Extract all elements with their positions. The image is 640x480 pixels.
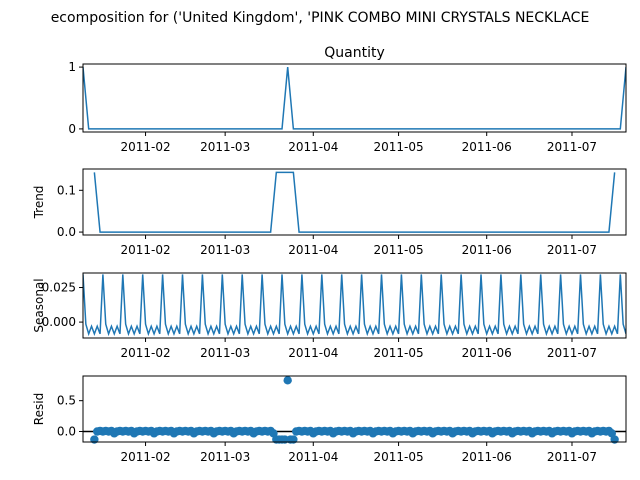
x-tick-label: 2011-05 <box>373 346 423 360</box>
panel-title: Quantity <box>324 45 385 61</box>
x-tick-label: 2011-05 <box>373 243 423 257</box>
series-line <box>83 67 626 130</box>
axes-frame <box>82 272 627 339</box>
y-tick-label: 0.0 <box>57 225 76 239</box>
x-tick-label: 2011-03 <box>200 243 250 257</box>
y-tick-label: 0.1 <box>57 183 76 197</box>
x-tick-label: 2011-03 <box>200 346 250 360</box>
y-tick-label: 0 <box>68 122 76 136</box>
y-axis-label: Trend <box>32 186 46 220</box>
x-tick-label: 2011-06 <box>462 346 512 360</box>
panel-observed: Quantity 0 1 2011-02 2011-03 2011-04 2011-05 20… <box>68 45 627 154</box>
y-tick-label: 1 <box>68 60 76 74</box>
x-tick-label: 2011-06 <box>462 243 512 257</box>
x-tick-label: 2011-05 <box>373 450 423 464</box>
panels-group: Quantity 0 1 2011-02 2011-03 2011-04 2011-05 20… <box>32 45 627 464</box>
x-tick-label: 2011-07 <box>547 140 597 154</box>
axes-frame <box>82 63 627 133</box>
x-tick-label: 2011-05 <box>373 140 423 154</box>
axes-frame <box>82 375 627 443</box>
x-tick-label: 2011-03 <box>200 140 250 154</box>
x-tick-label: 2011-07 <box>547 346 597 360</box>
y-axis-label: Resid <box>32 393 46 425</box>
x-tick-label: 2011-04 <box>288 243 338 257</box>
resid-point <box>283 376 292 385</box>
y-tick-label: 0.5 <box>57 394 76 408</box>
y-tick-label: 0.000 <box>42 315 76 329</box>
y-axis-label: Seasonal <box>32 278 46 332</box>
x-tick-label: 2011-02 <box>120 346 170 360</box>
x-tick-label: 2011-06 <box>462 450 512 464</box>
x-tick-label: 2011-07 <box>547 450 597 464</box>
x-tick-label: 2011-03 <box>200 450 250 464</box>
x-tick-label: 2011-02 <box>120 140 170 154</box>
y-tick-label: 0.025 <box>42 281 76 295</box>
x-tick-label: 2011-02 <box>120 243 170 257</box>
seasonal-line <box>83 274 626 337</box>
x-tick-label: 2011-06 <box>462 140 512 154</box>
panel-trend: Trend 0.0 0.1 2011-02 2011-03 2011-04 2011-05 2… <box>32 168 627 257</box>
y-tick-label: 0.0 <box>57 425 76 439</box>
figure-suptitle: ecomposition for ('United Kingdom', 'PIN… <box>51 10 590 26</box>
panel-resid: Resid 0.0 0.5 2011-02 2011-03 2011-04 2011-05 2… <box>32 375 627 464</box>
series-line <box>93 171 616 233</box>
x-tick-label: 2011-04 <box>288 140 338 154</box>
x-tick-label: 2011-04 <box>288 450 338 464</box>
x-tick-label: 2011-07 <box>547 243 597 257</box>
x-tick-label: 2011-02 <box>120 450 170 464</box>
x-tick-label: 2011-04 <box>288 346 338 360</box>
axes-frame <box>82 168 627 236</box>
